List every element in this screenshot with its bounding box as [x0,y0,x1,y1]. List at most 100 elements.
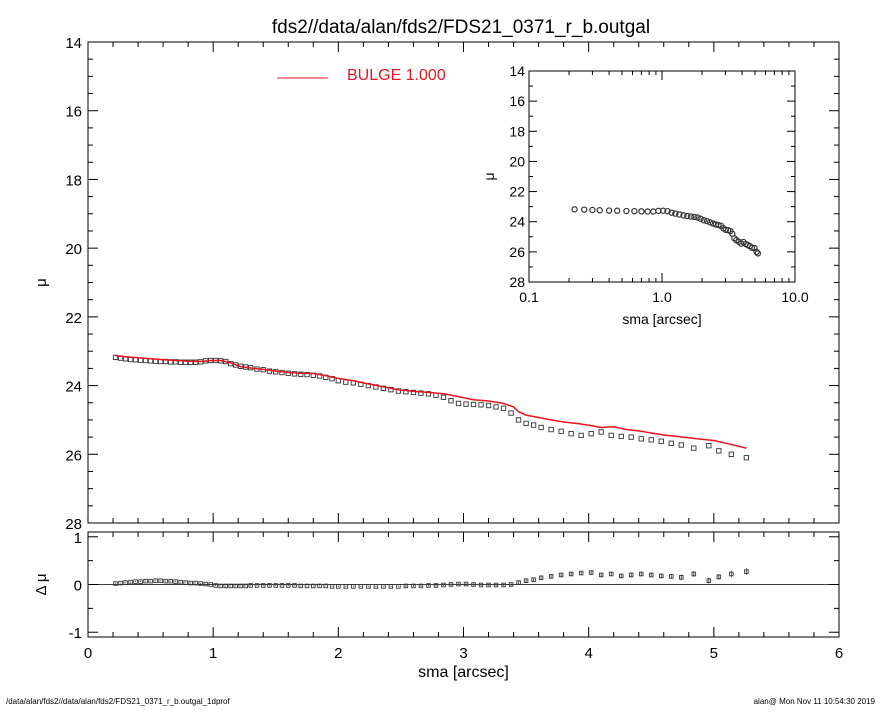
inset-data-point [709,220,717,227]
main-data-point [648,437,654,443]
inset-data-point [668,209,675,216]
inset-data-point [605,207,613,214]
main-data-point [578,432,584,439]
main-data-point [638,436,644,442]
main-y-tick-label: 20 [65,241,82,258]
residual-data-point [223,583,228,589]
inset-y-tick-label: 20 [509,153,525,169]
residual-x-tick-label: 0 [84,645,92,662]
footer-user-timestamp: alan@ Mon Nov 11 10:54:30 2019 [753,697,875,706]
residual-y-tick-label: -1 [69,625,82,642]
inset-data-point [589,206,596,214]
residual-data-point [238,583,243,589]
main-y-tick-label: 26 [65,447,82,464]
residual-data-point [471,582,476,587]
residual-data-point [418,583,424,589]
residual-x-tick-label: 4 [584,645,592,662]
residual-data-point [304,583,310,589]
main-data-point [628,434,634,440]
inset-data-point [753,248,760,256]
residual-data-point [183,580,188,585]
residual-x-tick-label: 6 [835,645,843,662]
main-y-tick-label: 24 [65,379,82,396]
residual-data-point [358,584,364,589]
residual-data-point [123,580,128,585]
main-data-point [658,438,664,444]
inset-y-tick-label: 18 [509,123,525,139]
residual-data-point [273,583,279,588]
residual-data-point [403,583,409,589]
main-data-point [448,398,454,404]
main-data-point [172,359,179,365]
residual-data-point [578,570,584,576]
residual-data-point [267,583,272,588]
inset-x-axis-label: sma [arcsec] [622,311,701,327]
residual-data-point [411,583,416,589]
residual-data-point [531,577,536,582]
residual-data-point [588,570,594,575]
residual-data-point [463,581,469,587]
residual-data-point [638,571,644,577]
main-data-point [588,431,594,437]
residual-data-point [558,572,564,578]
residual-x-axis-label: sma [arcsec] [418,664,509,681]
residual-data-point [716,574,722,580]
main-data-point [523,420,529,427]
inset-y-tick-label: 28 [509,274,525,290]
residual-data-point [228,583,233,589]
residual-data-point [548,574,554,579]
inset-plot-area: 0.1 1.0 10.0 14 16 18 20 22 24 26 28 μ sma [arcsec] [481,63,809,327]
inset-data-point [638,208,645,215]
residual-data-point [148,578,153,584]
residual-data-point [649,572,654,578]
residual-data-point [173,579,178,584]
inset-data-point [703,217,711,225]
residual-data-point [373,584,379,589]
inset-data-point [631,207,638,215]
main-data-point [316,373,323,379]
main-data-point [418,390,424,396]
residual-data-point [113,581,118,586]
residual-data-point [336,584,341,589]
residual-data-point [279,583,285,588]
main-data-point [425,391,432,397]
residual-data-point [188,580,193,586]
residual-data-point [486,582,491,588]
inset-y-tick-label: 22 [509,184,525,200]
main-plot-area: 14 16 18 20 22 24 26 28 μ BULGE 1.000 [33,35,840,533]
inset-data-point [694,214,701,221]
residual-data-point [568,571,574,577]
residual-data-point [351,584,356,589]
inset-data-point [691,213,698,221]
main-data-point [298,371,304,377]
main-y-axis-label: μ [33,278,50,287]
residual-data-point [133,579,138,584]
main-data-point [291,371,298,377]
residual-data-point [286,583,291,588]
residual-data-point [669,574,674,579]
residual-data-point [158,578,163,583]
main-data-point [470,401,477,408]
residual-data-point [128,579,133,585]
residual-data-point [628,572,634,578]
residual-data-point [691,571,697,577]
residual-data-point [523,578,529,583]
main-data-point [678,442,684,448]
inset-data-point [664,207,671,215]
residual-x-tick-label: 2 [334,645,342,662]
main-y-tick-label: 14 [65,35,82,52]
footer-file-path: /data/alan/fds2//data/alan/fds2/FDS21_03… [6,697,230,706]
main-data-point [515,417,522,423]
residual-data-point [329,584,335,589]
residual-data-point [218,583,223,589]
residual-data-point [659,573,664,579]
residual-data-point [598,572,604,578]
main-data-point [716,448,722,454]
inset-y-tick-label: 24 [509,214,525,230]
main-y-tick-label: 18 [65,172,82,189]
inset-data-point [672,210,679,217]
residual-data-point [260,583,266,588]
residual-x-tick-label: 1 [209,645,217,662]
residual-data-point [478,582,484,588]
